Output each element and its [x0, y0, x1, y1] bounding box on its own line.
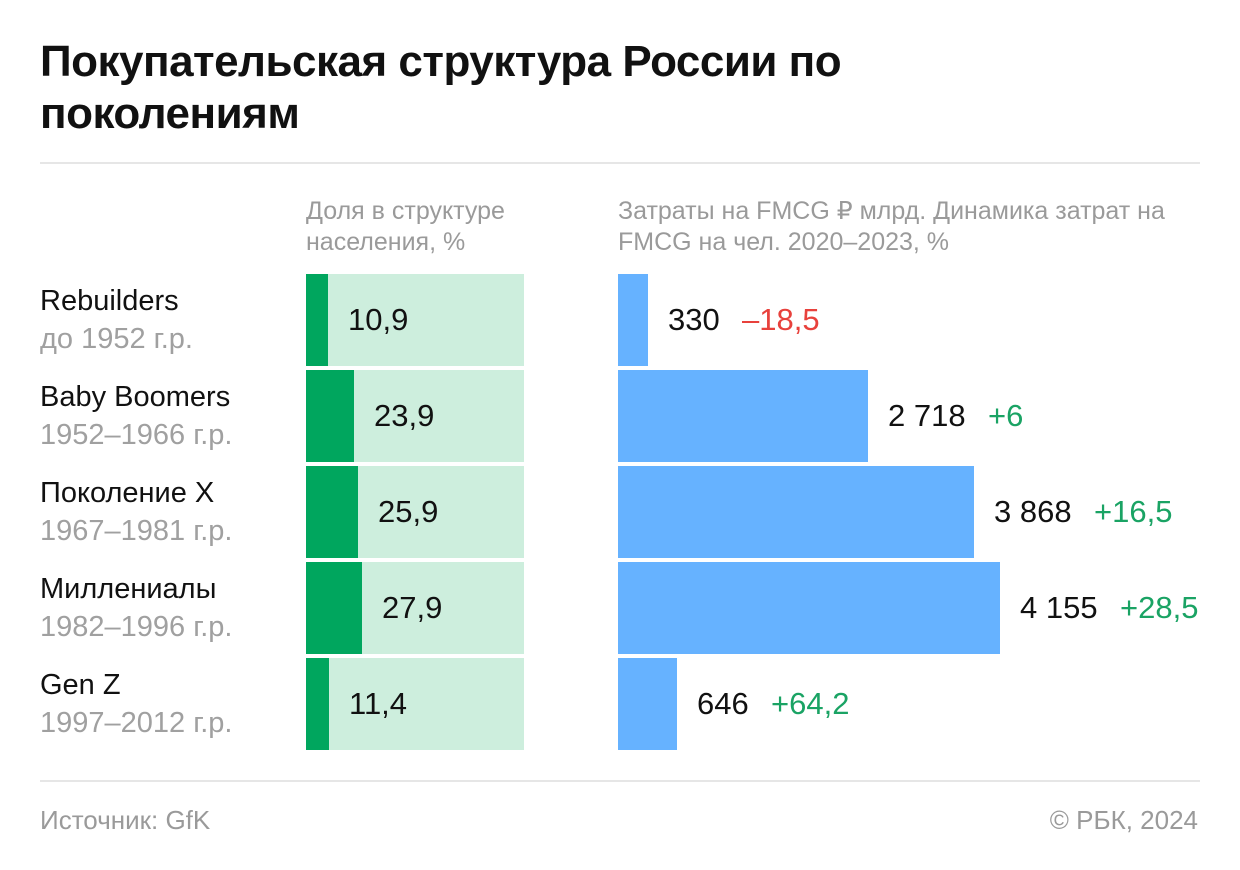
- spending-bar: [618, 370, 868, 462]
- share-bar: [306, 274, 328, 366]
- share-value-label: 10,9: [348, 302, 409, 337]
- share-bar: [306, 658, 329, 750]
- generation-name: Baby Boomers: [40, 381, 231, 413]
- generation-row: Rebuilders до 1952 г.р. 10,9 330 –18,5: [0, 274, 1240, 366]
- spending-change-label: +6: [988, 398, 1024, 433]
- top-divider: [40, 162, 1200, 164]
- share-value-label: 27,9: [382, 590, 443, 625]
- spending-change-label: +64,2: [771, 686, 850, 721]
- share-bar-track: [306, 274, 524, 366]
- generation-name: Поколение X: [40, 477, 215, 509]
- generation-name: Rebuilders: [40, 285, 179, 317]
- generation-row: Baby Boomers 1952–1966 г.р. 23,9 2 718 +6: [0, 370, 1240, 462]
- share-bar-track: [306, 658, 524, 750]
- share-value-label: 11,4: [349, 686, 408, 721]
- spending-value-label: 2 718: [888, 398, 966, 433]
- share-value-label: 25,9: [378, 494, 439, 529]
- spending-header: Затраты на FMCG ₽ млрд. Динамика затрат …: [618, 197, 1165, 256]
- spending-change-label: +28,5: [1120, 590, 1199, 625]
- source-note: Источник: GfK: [40, 805, 211, 835]
- generation-years: 1997–2012 г.р.: [40, 707, 233, 739]
- generation-row: Миллениалы 1982–1996 г.р. 27,9 4 155 +28,5: [0, 562, 1240, 654]
- chart-title: Покупательская структура России по покол…: [40, 37, 842, 138]
- spending-value-label: 3 868: [994, 494, 1072, 529]
- generation-years: до 1952 г.р.: [40, 323, 193, 355]
- generation-years: 1982–1996 г.р.: [40, 611, 233, 643]
- spending-value-label: 330: [668, 302, 720, 337]
- generation-row: Поколение X 1967–1981 г.р. 25,9 3 868 +16,5: [0, 466, 1240, 558]
- spending-change-label: –18,5: [742, 302, 820, 337]
- generation-years: 1967–1981 г.р.: [40, 515, 233, 547]
- share-bar: [306, 562, 362, 654]
- bottom-divider: [40, 780, 1200, 782]
- spending-bar: [618, 466, 974, 558]
- spending-bar: [618, 274, 648, 366]
- spending-change-label: +16,5: [1094, 494, 1173, 529]
- generation-years: 1952–1966 г.р.: [40, 419, 233, 451]
- generation-name: Миллениалы: [40, 573, 217, 605]
- copyright: © РБК, 2024: [1049, 805, 1198, 835]
- spending-value-label: 646: [697, 686, 749, 721]
- share-value-label: 23,9: [374, 398, 435, 433]
- spending-bar: [618, 562, 1000, 654]
- generation-row: Gen Z 1997–2012 г.р. 11,4 646 +64,2: [0, 658, 1240, 750]
- population-share-header: Доля в структуре населения, %: [306, 197, 505, 256]
- generation-name: Gen Z: [40, 669, 121, 701]
- share-bar: [306, 466, 358, 558]
- share-bar: [306, 370, 354, 462]
- spending-value-label: 4 155: [1020, 590, 1098, 625]
- spending-bar: [618, 658, 677, 750]
